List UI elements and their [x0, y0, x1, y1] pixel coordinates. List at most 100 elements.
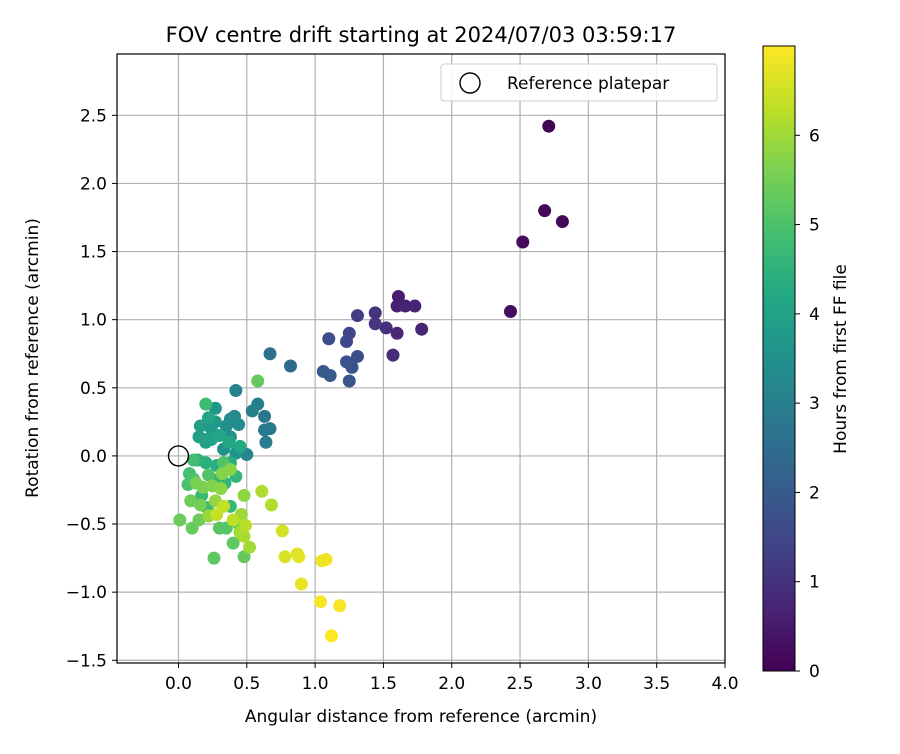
- y-axis-label: Rotation from reference (arcmin): [23, 218, 43, 498]
- x-tick-label: 0.5: [233, 674, 260, 694]
- data-point: [237, 488, 251, 502]
- y-tick-label: 2.0: [80, 174, 107, 194]
- y-tick-label: −1.5: [66, 651, 107, 671]
- data-point: [258, 409, 272, 423]
- data-point: [222, 435, 236, 449]
- data-point: [415, 322, 429, 336]
- data-point: [555, 215, 569, 229]
- x-tick-label: 1.0: [302, 674, 329, 694]
- data-point: [187, 453, 201, 467]
- data-point: [173, 513, 187, 527]
- colorbar-ticks: 0 1 2 3 4 5 6: [795, 126, 820, 682]
- colorbar-tick-label: 6: [809, 126, 820, 146]
- data-point: [342, 374, 356, 388]
- colorbar-tick-label: 2: [809, 483, 820, 503]
- x-tick-label: 4.0: [711, 674, 738, 694]
- data-point: [345, 360, 359, 374]
- data-point: [232, 418, 246, 432]
- data-point: [350, 349, 364, 363]
- data-point: [226, 513, 240, 527]
- colorbar-gradient: [762, 45, 796, 672]
- data-point: [284, 359, 298, 373]
- x-tick-label: 0.0: [165, 674, 192, 694]
- y-axis-ticks: −1.5 −1.0 −0.5 0.0 0.5 1.0 1.5 2.0 2.5: [66, 106, 117, 671]
- data-point: [391, 290, 405, 304]
- colorbar-tick-label: 5: [809, 216, 820, 236]
- data-point: [259, 435, 273, 449]
- data-point: [202, 468, 216, 482]
- data-point: [237, 529, 251, 543]
- colorbar-tick-label: 0: [809, 662, 820, 682]
- data-point: [207, 551, 221, 565]
- data-point: [323, 369, 337, 383]
- y-tick-label: 0.5: [80, 379, 107, 399]
- data-point: [238, 518, 252, 532]
- x-tick-label: 1.5: [370, 674, 397, 694]
- data-point: [379, 321, 393, 335]
- data-point: [233, 439, 247, 453]
- y-tick-label: 1.0: [80, 311, 107, 331]
- grid-lines: [117, 54, 726, 663]
- data-point: [245, 404, 259, 418]
- y-tick-label: 2.5: [80, 106, 107, 126]
- data-point: [212, 428, 226, 442]
- data-point: [275, 524, 289, 538]
- data-point: [408, 299, 422, 313]
- x-tick-label: 2.0: [438, 674, 465, 694]
- data-point: [398, 299, 412, 313]
- colorbar-tick-label: 3: [809, 394, 820, 414]
- data-point: [223, 463, 237, 477]
- reference-marker: [167, 445, 190, 467]
- legend-marker-icon: [459, 72, 481, 94]
- data-points: [173, 119, 569, 643]
- data-point: [212, 521, 226, 535]
- data-point: [294, 577, 308, 591]
- data-point: [368, 306, 382, 320]
- data-point: [322, 332, 336, 346]
- colorbar-tick-label: 4: [809, 305, 820, 325]
- legend: Reference platepar: [440, 63, 718, 102]
- x-axis-ticks: 0.0 0.5 1.0 1.5 2.0 2.5 3.0 3.5 4.0: [165, 663, 739, 694]
- x-tick-label: 3.5: [643, 674, 670, 694]
- data-point: [229, 384, 243, 398]
- data-point: [314, 595, 328, 609]
- data-point: [390, 326, 404, 340]
- data-point: [251, 374, 265, 388]
- data-point: [516, 235, 530, 249]
- legend-box: [440, 63, 718, 102]
- data-point: [196, 480, 210, 494]
- y-tick-label: −1.0: [66, 583, 107, 603]
- data-point: [333, 599, 347, 613]
- data-point: [325, 629, 339, 643]
- data-point: [219, 419, 233, 433]
- data-point: [202, 411, 216, 425]
- data-point: [386, 348, 400, 362]
- data-point: [319, 552, 333, 566]
- y-tick-label: 1.5: [80, 243, 107, 263]
- reference-platepar-marker: [167, 445, 190, 467]
- data-point: [214, 482, 228, 496]
- colorbar-label: Hours from first FF file: [831, 264, 851, 454]
- data-point: [243, 540, 257, 554]
- y-tick-label: 0.0: [80, 447, 107, 467]
- plot-frame: [116, 53, 726, 664]
- data-point: [237, 550, 251, 564]
- data-point: [542, 119, 556, 133]
- x-tick-label: 2.5: [507, 674, 534, 694]
- data-point: [278, 550, 292, 564]
- data-point: [258, 423, 272, 437]
- data-point: [538, 204, 552, 218]
- colorbar: 0 1 2 3 4 5 6 Hours from first FF file: [762, 45, 851, 682]
- chart-title: FOV centre drift starting at 2024/07/03 …: [166, 23, 677, 47]
- data-point: [503, 304, 517, 318]
- data-point: [264, 498, 278, 512]
- data-point: [210, 507, 224, 521]
- data-point: [263, 347, 277, 361]
- data-point: [255, 484, 269, 498]
- data-point: [292, 550, 306, 564]
- data-point: [368, 317, 382, 331]
- data-point: [340, 334, 354, 348]
- x-tick-label: 3.0: [575, 674, 602, 694]
- data-point: [193, 498, 207, 512]
